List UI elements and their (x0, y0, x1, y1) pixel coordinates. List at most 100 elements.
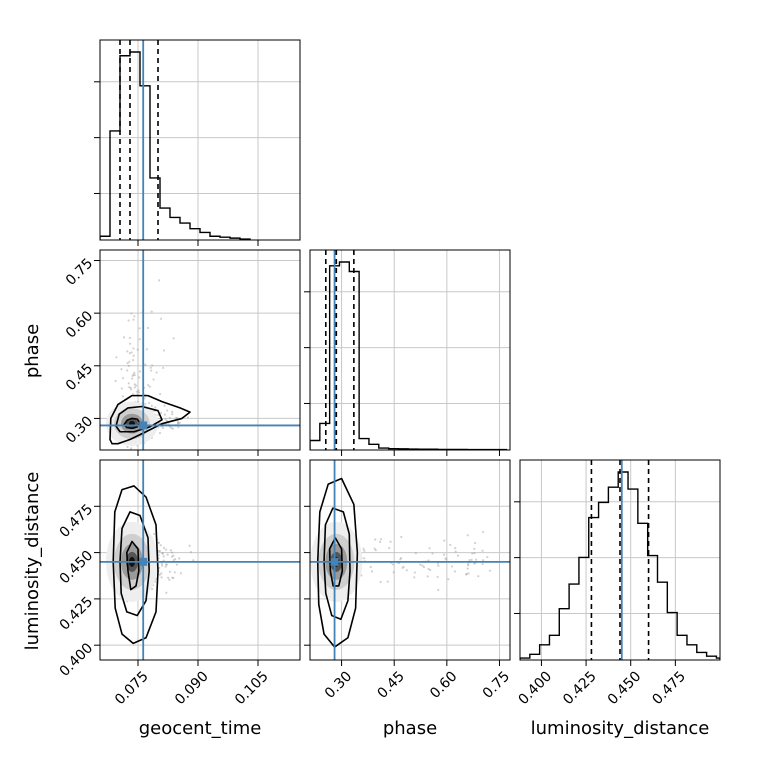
sample-point (374, 538, 377, 541)
sample-point (363, 557, 366, 560)
sample-point (162, 426, 165, 430)
sample-point (120, 387, 123, 390)
contour-0 (126, 540, 140, 591)
sample-point (126, 452, 128, 454)
sample-point (419, 563, 422, 566)
hist-panel-phase (304, 249, 511, 456)
sample-point (158, 431, 162, 435)
sample-point (467, 564, 470, 567)
sample-point (467, 562, 470, 565)
sample-point (137, 389, 140, 392)
sample-point (150, 587, 154, 591)
sample-point (473, 552, 476, 555)
sample-point (128, 336, 132, 339)
sample-point (115, 356, 118, 359)
sample-point (138, 376, 141, 379)
sample-point (414, 551, 418, 555)
sample-point (132, 373, 135, 376)
sample-point (445, 558, 448, 561)
sample-point (145, 348, 149, 351)
sample-point (132, 393, 135, 396)
ylabel-luminosity-distance: luminosity_distance (22, 472, 43, 651)
ylabel-phase: phase (22, 324, 43, 378)
sample-point (168, 570, 171, 573)
sample-point (447, 578, 450, 581)
sample-point (121, 377, 125, 380)
sample-point (162, 555, 165, 558)
sample-point (405, 569, 408, 572)
sample-point (164, 548, 168, 551)
ytick-label-luminosity_distance-1: 0.425 (57, 594, 97, 634)
frame-scatter-2 (309, 459, 511, 661)
sample-point (473, 562, 476, 565)
sample-point (138, 327, 141, 330)
sample-point (171, 413, 174, 416)
sample-point (154, 406, 157, 409)
sample-point (147, 326, 150, 330)
sample-point (391, 563, 395, 566)
sample-point (428, 547, 431, 550)
truth-marker (330, 557, 339, 566)
sample-point (386, 580, 389, 583)
sample-point (421, 564, 424, 567)
sample-point (436, 562, 439, 565)
sample-point (178, 557, 181, 560)
sample-point (466, 567, 469, 570)
frame-scatter-1 (99, 459, 301, 661)
sample-point (126, 369, 129, 372)
sample-point (400, 557, 403, 560)
sample-point (160, 576, 163, 579)
sample-point (169, 549, 172, 552)
sample-point (162, 366, 165, 369)
sample-point (171, 427, 174, 430)
sample-point (466, 534, 469, 537)
sample-point (429, 568, 432, 572)
sample-point (467, 572, 470, 575)
sample-point (427, 567, 430, 571)
sample-point (131, 377, 134, 380)
sample-point (465, 573, 468, 576)
xtick-label-luminosity_distance-2: 0.450 (605, 668, 645, 708)
sample-point (378, 540, 382, 544)
sample-point (175, 563, 179, 566)
xtick-label-luminosity_distance-1: 0.425 (560, 668, 600, 708)
sample-point (132, 318, 135, 321)
sample-point (134, 384, 138, 387)
sample-point (158, 566, 161, 569)
sample-point (192, 559, 195, 562)
sample-point (130, 312, 133, 315)
sample-point (481, 549, 484, 552)
scatter-panel-geocent_time-phase: 0.30 0.45 0.60 0.75 (63, 249, 301, 456)
sample-point (122, 336, 126, 339)
contour-2 (109, 394, 191, 445)
xtick-label-phase-0: 0.30 (322, 668, 355, 701)
sample-point (128, 352, 131, 355)
sample-point (399, 558, 402, 561)
ytick-label-phase-1: 0.45 (63, 361, 96, 394)
sample-point (128, 342, 132, 345)
sample-point (150, 310, 153, 313)
sample-point (129, 450, 131, 452)
hist-panel-luminosity_distance: 0.400 0.425 0.450 0.475 (514, 459, 721, 708)
sample-point (131, 359, 135, 362)
sample-point (161, 552, 164, 555)
sample-point (481, 559, 485, 562)
contour-1 (115, 405, 163, 433)
sample-point (437, 564, 440, 567)
sample-point (144, 363, 147, 366)
sample-point (488, 569, 492, 572)
sample-point (133, 386, 136, 389)
sample-point (389, 540, 392, 543)
xtick-label-phase-1: 0.45 (375, 668, 408, 701)
sample-point (177, 421, 180, 425)
sample-point (175, 416, 179, 419)
sample-point (481, 562, 484, 566)
sample-point (402, 565, 405, 568)
frame-luminosity_distance (519, 459, 721, 661)
contour-2 (316, 477, 359, 648)
sample-point (157, 541, 160, 545)
sample-point (450, 565, 454, 568)
sample-point (158, 392, 162, 396)
sample-point (167, 576, 170, 579)
